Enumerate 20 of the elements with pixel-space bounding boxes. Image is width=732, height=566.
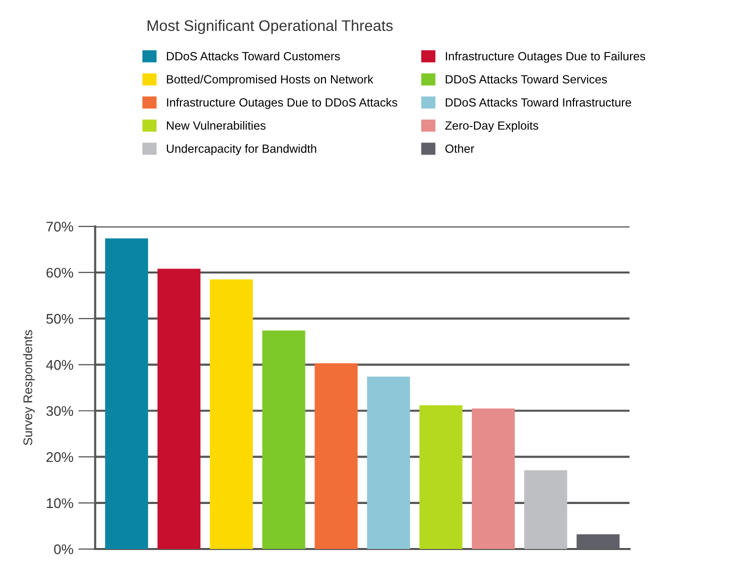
y-tick-label: 30% bbox=[46, 406, 74, 416]
y-tick-label: 20% bbox=[46, 452, 74, 462]
legend-label: Zero-Day Exploits bbox=[445, 121, 538, 132]
legend-label: DDoS Attacks Toward Customers bbox=[166, 52, 340, 60]
legend-label: DDoS Attacks Toward Services bbox=[446, 74, 607, 84]
y-axis-title: Survey Respondents bbox=[23, 330, 35, 446]
legend-label: Undercapacity for Bandwidth bbox=[166, 144, 316, 156]
legend-label: New Vulnerabilities bbox=[166, 121, 266, 130]
y-tick-label: 60% bbox=[46, 268, 74, 278]
legend-label: Infrastructure Outages Due to Failures bbox=[446, 52, 646, 63]
y-tick-label: 50% bbox=[46, 314, 74, 324]
y-tick-label: 70% bbox=[46, 222, 74, 232]
y-tick-label: 10% bbox=[46, 498, 74, 508]
legend-label: Other bbox=[445, 144, 474, 153]
legend-label: DDoS Attacks Toward Infrastructure bbox=[446, 98, 632, 107]
y-tick-label: 40% bbox=[46, 360, 74, 370]
y-tick-label: 0% bbox=[54, 544, 74, 554]
legend-label: Botted/Compromised Hosts on Network bbox=[166, 74, 374, 86]
chart-title: Most Significant Operational Threats bbox=[148, 20, 393, 34]
legend-label: Infrastructure Outages Due to DDoS Attacks bbox=[167, 98, 398, 109]
